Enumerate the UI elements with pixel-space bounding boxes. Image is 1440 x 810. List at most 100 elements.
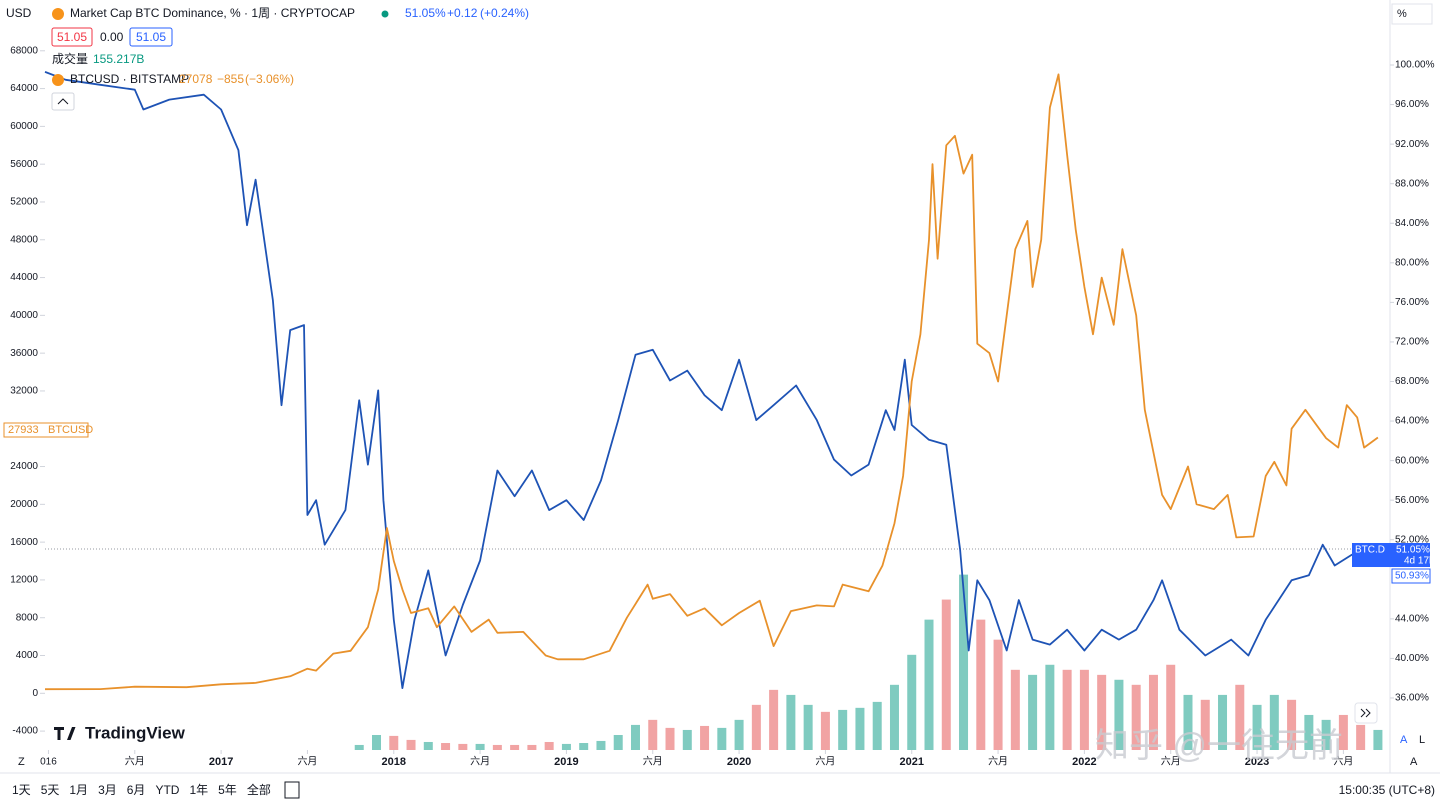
volume-bar xyxy=(959,574,969,750)
volume-bar xyxy=(527,744,537,750)
box xyxy=(51,27,93,47)
volume-bar xyxy=(492,744,502,750)
x-tick-label: 2017 xyxy=(209,756,233,768)
volume-bar xyxy=(544,741,554,750)
btc-icon xyxy=(52,8,64,20)
volume-bar xyxy=(1062,669,1072,750)
y-tick-label: 4000 xyxy=(16,650,39,661)
volume-bar xyxy=(1079,669,1089,750)
price-tag-value: 27933 xyxy=(8,424,39,436)
volume-bar xyxy=(941,599,951,750)
corner[interactable]: Z xyxy=(18,756,25,768)
volume-bar xyxy=(803,704,813,750)
x-tick-label: 2022 xyxy=(1072,756,1096,768)
y-tick-label: 12000 xyxy=(10,575,38,586)
btc-icon xyxy=(52,74,64,86)
scale-mode[interactable]: % xyxy=(1397,8,1407,20)
volume-bar xyxy=(406,739,416,750)
y-tick-label: 36000 xyxy=(10,348,38,359)
volume-bar xyxy=(561,743,571,750)
volume-bar xyxy=(458,743,468,750)
x-tick-label: 六月 xyxy=(470,756,490,768)
y-tick-label: 48000 xyxy=(10,234,38,245)
range-button[interactable]: 6月 xyxy=(127,783,146,797)
volume-bar xyxy=(1373,729,1383,750)
range-button[interactable]: 5天 xyxy=(41,783,60,797)
volume-bar xyxy=(976,619,986,750)
scroll-icon xyxy=(1360,708,1371,718)
volume-bar xyxy=(838,709,848,750)
volume-bar xyxy=(924,619,934,750)
range-button[interactable]: 1天 xyxy=(12,783,31,797)
currency[interactable]: USD xyxy=(6,6,32,20)
y2-tick-label: 76.00% xyxy=(1395,297,1429,308)
volume-bar xyxy=(579,743,589,750)
btc-change-pct: (−3.06%) xyxy=(245,72,294,86)
volume-bar xyxy=(613,734,623,750)
volume-bar xyxy=(1252,704,1262,750)
y-tick-label: 44000 xyxy=(10,272,38,283)
y-tick-label: -4000 xyxy=(12,726,38,737)
ohlc-value: 0.00 xyxy=(100,30,124,44)
x-tick-label: 2018 xyxy=(382,756,406,768)
range-button[interactable]: 1月 xyxy=(69,783,88,797)
corner[interactable]: A xyxy=(1400,734,1408,746)
range-button[interactable]: 1年 xyxy=(189,783,208,797)
volume-bar xyxy=(354,744,364,750)
x-tick-label: 六月 xyxy=(297,756,317,768)
x-tick-label: 2023 xyxy=(1245,756,1269,768)
y2-tick-label: 88.00% xyxy=(1395,178,1429,189)
series-name: Market Cap BTC Dominance, % · 1周 · CRYPT… xyxy=(70,6,355,20)
volume-bar xyxy=(1045,664,1055,750)
x-tick-label: 016 xyxy=(40,757,57,768)
x-tick-label: 六月 xyxy=(988,756,1008,768)
dom-tag-time: 4d 17h xyxy=(1404,556,1435,567)
y-tick-label: 0 xyxy=(32,688,38,699)
x-tick-label: 2020 xyxy=(727,756,751,768)
collapse-button[interactable] xyxy=(51,92,75,111)
dom-tag-value: 51.05% xyxy=(1396,545,1430,556)
scale-button[interactable] xyxy=(1391,3,1433,25)
price-tag-name: BTCUSD xyxy=(48,424,93,436)
y-tick-label: 24000 xyxy=(10,461,38,472)
volume-bar xyxy=(1183,694,1193,750)
volume-bar xyxy=(1097,674,1107,750)
calendar-icon[interactable] xyxy=(284,781,300,799)
corner[interactable]: L xyxy=(1419,734,1425,746)
box xyxy=(129,27,173,47)
volume-bar xyxy=(1269,694,1279,750)
volume-last: 155.217B xyxy=(93,52,144,66)
y-tick-label: 68000 xyxy=(10,45,38,56)
range-button[interactable]: 5年 xyxy=(218,783,237,797)
status-dot xyxy=(381,10,389,18)
volume-bar xyxy=(1287,699,1297,750)
corner[interactable]: A xyxy=(1410,756,1418,768)
clock: 15:00:35 (UTC+8) xyxy=(1339,783,1435,797)
y2-tick-label: 60.00% xyxy=(1395,455,1429,466)
scroll-button[interactable] xyxy=(1354,702,1378,724)
dom-change-pct: (+0.24%) xyxy=(480,6,529,20)
volume-bar xyxy=(682,729,692,750)
range-button[interactable]: 3月 xyxy=(98,783,117,797)
range-button[interactable]: YTD xyxy=(155,783,179,797)
volume-bar xyxy=(1131,684,1141,750)
y2-tick-label: 72.00% xyxy=(1395,337,1429,348)
x-tick-label: 2021 xyxy=(899,756,923,768)
volume-bar xyxy=(907,654,917,750)
btc-change: −855 xyxy=(217,72,244,86)
series-line xyxy=(44,71,1379,689)
range-button[interactable]: 全部 xyxy=(247,782,271,797)
y-tick-label: 64000 xyxy=(10,83,38,94)
y2-tick-label: 84.00% xyxy=(1395,218,1429,229)
volume-bar xyxy=(1235,684,1245,750)
x-tick-label: 六月 xyxy=(1333,756,1353,768)
brand-logo xyxy=(54,727,76,740)
y-tick-label: 32000 xyxy=(10,386,38,397)
x-tick-label: 六月 xyxy=(1161,756,1181,768)
watermark: 知乎 @一往无前 xyxy=(1095,727,1343,765)
volume-label: 成交量 xyxy=(52,51,88,66)
volume-bar xyxy=(751,704,761,750)
volume-bar xyxy=(1356,724,1366,750)
dom-change: +0.12 xyxy=(447,6,478,20)
